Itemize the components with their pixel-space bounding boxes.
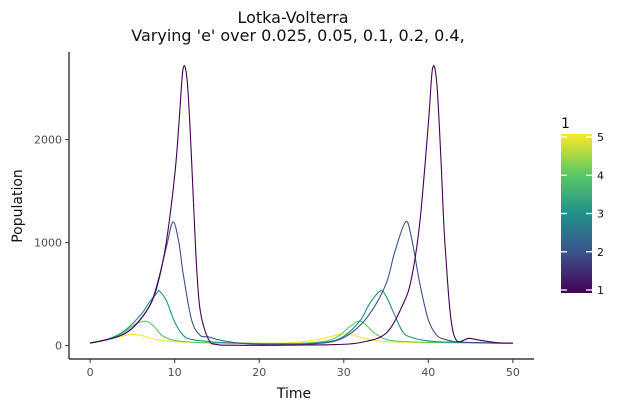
series-line-3 <box>90 289 513 345</box>
legend-tick-label: 4 <box>597 169 604 182</box>
x-tick-label: 20 <box>252 366 266 379</box>
legend: 1 1 2 3 4 5 <box>561 116 604 297</box>
legend-tick-label: 3 <box>597 208 604 221</box>
legend-tick-label: 1 <box>597 284 604 297</box>
chart-title: Lotka-Volterra <box>237 8 348 27</box>
x-axis-label: Time <box>276 386 311 402</box>
x-tick-label: 50 <box>506 366 520 379</box>
series-line-1 <box>90 65 513 346</box>
series-layer <box>90 65 513 346</box>
y-tick-label: 0 <box>55 340 62 353</box>
series-line-5 <box>90 333 513 344</box>
y-axis-ticks: 0 1000 2000 <box>34 134 69 353</box>
x-tick-label: 30 <box>337 366 351 379</box>
y-tick-label: 2000 <box>34 134 62 147</box>
legend-tick-label: 5 <box>597 131 604 144</box>
x-tick-label: 40 <box>421 366 435 379</box>
legend-title: 1 <box>561 116 570 132</box>
y-tick-label: 1000 <box>34 237 62 250</box>
x-tick-label: 0 <box>87 366 94 379</box>
x-axis-ticks: 0 10 20 30 40 50 <box>87 359 520 379</box>
legend-colorbar-ticks: 1 2 3 4 5 <box>561 131 604 297</box>
legend-tick-label: 2 <box>597 246 604 259</box>
x-tick-label: 10 <box>168 366 182 379</box>
y-axis-label: Population <box>10 169 26 243</box>
chart-subtitle: Varying 'e' over 0.025, 0.05, 0.1, 0.2, … <box>131 26 464 45</box>
